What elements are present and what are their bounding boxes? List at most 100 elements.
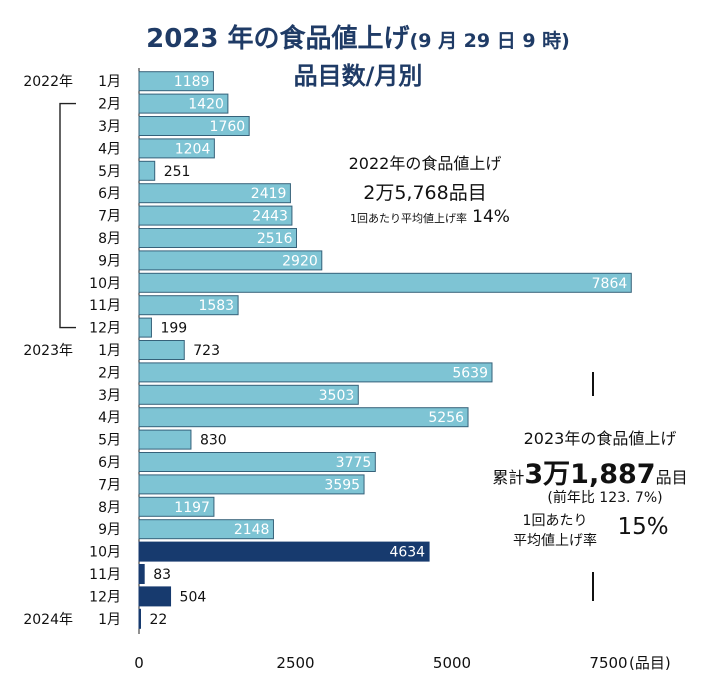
month-label-22: 11月 bbox=[89, 567, 121, 583]
month-label-4: 5月 bbox=[98, 164, 121, 180]
month-label-14: 3月 bbox=[98, 388, 121, 404]
bar-18 bbox=[138, 474, 365, 495]
bar-23 bbox=[138, 586, 172, 607]
x-tick-label-2: 5000 bbox=[433, 654, 471, 672]
bar-16 bbox=[138, 429, 192, 450]
month-label-15: 4月 bbox=[98, 410, 121, 426]
note-2022-rate-label: 1回あたり平均値上げ率 bbox=[350, 212, 468, 225]
bar-value-label-17: 3775 bbox=[336, 455, 372, 471]
month-label-9: 10月 bbox=[89, 276, 121, 292]
bar-12 bbox=[138, 340, 185, 360]
bar-value-label-8: 2920 bbox=[282, 253, 318, 269]
x-tick-label-1: 2500 bbox=[276, 654, 314, 672]
bar-value-label-6: 2443 bbox=[252, 209, 288, 225]
bar-value-label-19: 1197 bbox=[174, 500, 210, 516]
bar-0 bbox=[138, 71, 214, 92]
note-2022-rate: 1回あたり平均値上げ率 14% bbox=[330, 207, 530, 227]
bar-10 bbox=[138, 295, 239, 316]
bar-4 bbox=[138, 160, 156, 181]
month-label-17: 6月 bbox=[98, 455, 121, 471]
chart-title-timestamp: (9 月 29 日 9 時) bbox=[409, 30, 570, 52]
bar-value-label-7: 2516 bbox=[257, 231, 293, 247]
month-label-1: 2月 bbox=[98, 97, 121, 113]
bar-value-label-4: 251 bbox=[164, 164, 191, 180]
note-2023-rate-label-1: 1回あたり bbox=[522, 513, 588, 529]
chart-title: 2023 年の食品値上げ(9 月 29 日 9 時) bbox=[0, 18, 716, 55]
month-label-13: 2月 bbox=[98, 365, 121, 381]
bar-value-label-21: 4634 bbox=[389, 545, 425, 561]
year-label-12: 2023年 bbox=[23, 343, 73, 359]
month-label-23: 12月 bbox=[89, 589, 121, 605]
bar-8 bbox=[138, 250, 323, 271]
x-tick-label-0: 0 bbox=[134, 654, 144, 672]
bar-15 bbox=[138, 407, 469, 428]
bar-value-label-23: 504 bbox=[180, 589, 207, 605]
month-label-24: 1月 bbox=[98, 612, 121, 628]
bar-14 bbox=[138, 384, 359, 405]
month-label-0: 1月 bbox=[98, 74, 121, 90]
month-label-12: 1月 bbox=[98, 343, 121, 359]
bar-22 bbox=[138, 564, 145, 584]
note-2023-rate-value: 15% bbox=[617, 514, 669, 540]
year-2022-bracket bbox=[59, 102, 76, 329]
bar-value-label-24: 22 bbox=[150, 612, 168, 628]
bar-value-label-18: 3595 bbox=[324, 477, 360, 493]
bar-5 bbox=[138, 183, 291, 204]
bar-13 bbox=[138, 362, 493, 383]
bar-value-label-0: 1189 bbox=[174, 74, 210, 90]
bar-1 bbox=[138, 93, 229, 114]
month-label-8: 9月 bbox=[98, 253, 121, 269]
bar-6 bbox=[138, 205, 293, 226]
bar-value-label-20: 2148 bbox=[234, 522, 270, 538]
note-2022-total: 2万5,768品目 bbox=[363, 182, 487, 204]
bar-19 bbox=[138, 496, 215, 517]
bar-20 bbox=[138, 519, 274, 540]
bar-value-label-5: 2419 bbox=[251, 186, 287, 202]
bar-value-label-22: 83 bbox=[153, 567, 171, 583]
bar-value-label-9: 7864 bbox=[592, 276, 628, 292]
month-label-6: 7月 bbox=[98, 209, 121, 225]
chart-title-main: 2023 年の食品値上げ bbox=[146, 24, 410, 54]
note-2023-rate-label-2: 平均値上げ率 bbox=[513, 533, 597, 549]
note-2022-heading: 2022年の食品値上げ bbox=[348, 154, 502, 173]
x-axis-unit-label: (品目) bbox=[629, 654, 671, 672]
note-2023-total-number: 3万1,887 bbox=[524, 459, 656, 490]
bar-value-label-16: 830 bbox=[200, 433, 227, 449]
bar-2 bbox=[138, 116, 250, 136]
bar-value-label-3: 1204 bbox=[175, 141, 211, 157]
month-label-21: 10月 bbox=[89, 545, 121, 561]
bar-9 bbox=[138, 272, 632, 293]
bar-11 bbox=[138, 317, 152, 338]
bar-value-label-2: 1760 bbox=[210, 119, 246, 135]
year-label-24: 2024年 bbox=[23, 612, 73, 628]
bar-value-label-1: 1420 bbox=[188, 97, 224, 113]
month-label-11: 12月 bbox=[89, 321, 121, 337]
month-label-5: 6月 bbox=[98, 186, 121, 202]
month-label-18: 7月 bbox=[98, 477, 121, 493]
month-label-16: 5月 bbox=[98, 433, 121, 449]
note-2023-yoy: (前年比 123. 7%) bbox=[547, 490, 663, 506]
bar-value-label-10: 1583 bbox=[198, 298, 234, 314]
x-tick-label-3: 7500 bbox=[589, 654, 627, 672]
bar-3 bbox=[138, 138, 215, 159]
bar-value-label-12: 723 bbox=[193, 343, 220, 359]
month-label-3: 4月 bbox=[98, 141, 121, 157]
month-label-7: 8月 bbox=[98, 231, 121, 247]
note-2023-total-suffix: 品目 bbox=[655, 468, 688, 487]
bar-7 bbox=[138, 228, 298, 248]
bar-value-label-15: 5256 bbox=[428, 410, 464, 426]
note-2022-rate-value: 14% bbox=[472, 207, 510, 227]
note-2023-total: 累計3万1,887品目 bbox=[470, 452, 710, 491]
bar-21 bbox=[138, 541, 430, 562]
bar-value-label-14: 3503 bbox=[319, 388, 355, 404]
month-label-19: 8月 bbox=[98, 500, 121, 516]
year-label-0: 2022年 bbox=[23, 74, 73, 90]
bar-24 bbox=[138, 608, 141, 629]
month-label-10: 11月 bbox=[89, 298, 121, 314]
bar-value-label-13: 5639 bbox=[452, 365, 488, 381]
chart-subtitle: 品目数/月別 bbox=[293, 62, 423, 90]
month-label-2: 3月 bbox=[98, 119, 121, 135]
note-2023-total-prefix: 累計 bbox=[492, 468, 525, 487]
month-label-20: 9月 bbox=[98, 522, 121, 538]
